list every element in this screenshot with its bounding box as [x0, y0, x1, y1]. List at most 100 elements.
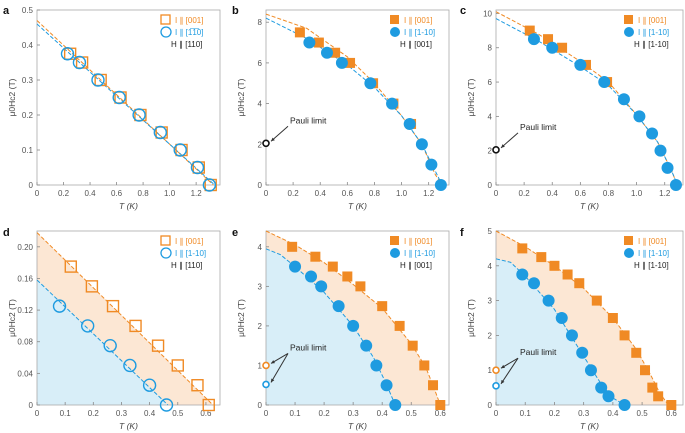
data-point-orange-square [377, 301, 388, 312]
pauli-limit-point [262, 380, 270, 389]
data-point-blue-circle [380, 379, 393, 392]
x-axis-label: T (K) [119, 201, 138, 211]
x-tick-label: 0.6 [575, 189, 587, 198]
data-point-orange-square [619, 330, 630, 341]
data-point-orange-square [287, 241, 298, 252]
x-tick-label: 0.4 [607, 409, 619, 418]
x-tick-label: 1.2 [423, 189, 435, 198]
y-tick-label: 8 [258, 18, 263, 27]
data-point-blue-circle [289, 260, 302, 273]
x-tick-label: 0.6 [200, 409, 212, 418]
data-point-blue-circle [516, 268, 529, 281]
x-tick-label: 0.8 [369, 189, 381, 198]
legend-marker-orange [160, 14, 171, 25]
data-point-orange-square [666, 400, 677, 410]
y-tick-label: 1 [258, 361, 263, 370]
x-tick-label: 0 [494, 409, 499, 418]
y-tick-label: 6 [258, 59, 263, 68]
x-tick-label: 0.3 [116, 409, 128, 418]
legend-label: I ∥ [1-10] [638, 28, 669, 37]
y-tick-label: 6 [488, 78, 493, 87]
pauli-limit-label: Pauli limit [520, 122, 557, 132]
data-point-orange-square [562, 269, 573, 280]
data-point-blue-circle [103, 338, 117, 353]
arrow-head-icon [271, 378, 275, 383]
data-point-blue-circle [72, 55, 87, 70]
data-point-blue-circle [360, 339, 373, 352]
plot-frame [495, 230, 684, 406]
data-point-blue-circle [112, 90, 126, 105]
data-point-blue-circle [335, 56, 348, 69]
data-point-orange-square [106, 299, 120, 313]
y-tick-label: 4 [258, 243, 263, 252]
legend-field-direction: H ∥ [001] [400, 261, 432, 270]
data-point-orange-square [536, 252, 547, 263]
panel-label: d [3, 227, 10, 239]
data-point-blue-circle [347, 319, 360, 332]
plot-frame [265, 9, 450, 186]
legend-label: I ∥ [1-10] [404, 28, 435, 37]
x-axis-label: T (K) [119, 421, 138, 431]
y-axis-label: μ0Hc2 (T) [7, 78, 17, 116]
y-tick-label: 0 [29, 401, 34, 410]
data-point-blue-circle [153, 125, 168, 140]
y-tick-label: 0.4 [22, 41, 34, 50]
arrow-head-icon [501, 379, 505, 384]
data-point-blue-circle [315, 280, 328, 293]
data-point-blue-circle [542, 294, 555, 307]
legend-label: I ∥ [1̅1̅0] [175, 28, 203, 37]
y-axis-label: μ0Hc2 (T) [7, 299, 17, 337]
x-tick-label: 0.5 [172, 409, 184, 418]
data-point-blue-circle [386, 97, 399, 110]
panel-label: c [460, 5, 466, 17]
y-tick-label: 0.12 [17, 306, 33, 315]
data-point-orange-square [549, 260, 560, 271]
x-tick-label: 0.4 [547, 189, 559, 198]
x-tick-label: 0 [494, 189, 499, 198]
panel-label: f [460, 227, 464, 239]
pauli-limit-point [262, 139, 270, 148]
x-tick-label: 0.4 [377, 409, 389, 418]
shaded-area-blue [266, 248, 396, 405]
data-point-blue-circle [602, 390, 615, 403]
data-point-orange-square [202, 398, 215, 412]
x-tick-label: 0 [264, 189, 269, 198]
y-tick-label: 0.5 [22, 6, 34, 15]
y-tick-label: 0 [29, 181, 34, 190]
data-point-orange-square [647, 382, 658, 393]
pauli-limit-label: Pauli limit [290, 342, 327, 352]
y-tick-label: 2 [488, 331, 493, 340]
panel-d: d 0 0.1 0.2 0.3 0.4 0.5 0.6 0 0.04 0.08 0.12 0.16 0.2… [3, 227, 221, 431]
pauli-arrow [500, 132, 519, 149]
pauli-arrow [270, 353, 289, 383]
data-point-blue-circle [142, 378, 157, 392]
panel-f: f 0 0.1 0.2 0.3 0.4 0.5 0.6 0 1 2 3 4 5 T (K) μ0Hc2 (T)… [460, 227, 684, 431]
data-point-orange-square [85, 280, 99, 293]
pauli-limit-label: Pauli limit [290, 115, 327, 125]
pauli-limit-point [262, 361, 270, 370]
data-point-orange-square [557, 42, 568, 53]
arrow-head-icon [501, 144, 505, 148]
data-point-blue-circle [415, 138, 428, 151]
data-point-orange-square [345, 57, 356, 68]
y-tick-label: 0.16 [17, 274, 33, 283]
pauli-limit-point [492, 366, 500, 375]
panel-c: c 0 0.2 0.4 0.6 0.8 1.0 1.2 0 2 4 6 8 10 T (K) μ0Hc2 (T… [460, 5, 684, 211]
data-point-blue-circle [60, 47, 75, 61]
y-tick-label: 4 [258, 100, 263, 109]
x-axis-label: T (K) [580, 201, 599, 211]
data-point-orange-square [419, 360, 430, 371]
data-point-orange-square [607, 313, 618, 323]
data-point-blue-circle [434, 179, 447, 191]
legend-label: I ∥ [001] [638, 16, 666, 25]
x-tick-label: 0.1 [60, 409, 72, 418]
legend-field-direction: H ∥ [110] [171, 261, 202, 270]
legend-marker-blue [390, 248, 400, 258]
data-point-orange-square [151, 339, 165, 352]
data-point-blue-circle [303, 36, 316, 49]
arrow-head-icon [271, 360, 275, 364]
y-axis-label: μ0Hc2 (T) [236, 299, 246, 337]
legend-marker-blue [390, 27, 400, 37]
x-tick-label: 0.4 [144, 409, 156, 418]
